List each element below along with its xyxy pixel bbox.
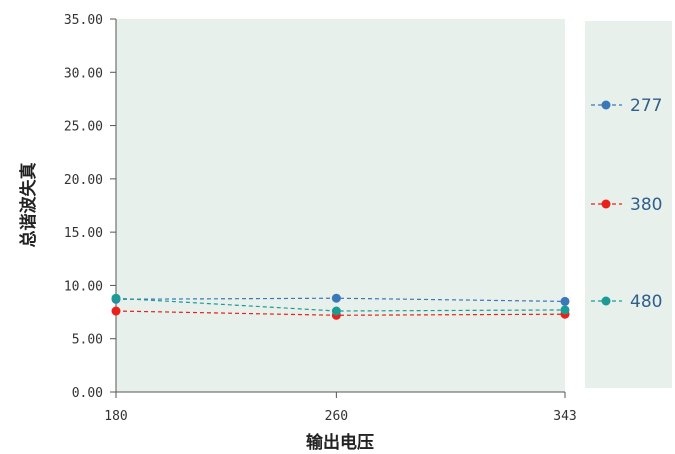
- series-480: [111, 293, 570, 316]
- legend-item-480: 480: [591, 292, 662, 312]
- y-tick-label: 0.00: [72, 386, 103, 401]
- legend-marker: [601, 100, 611, 110]
- y-tick-label: 35.00: [64, 13, 103, 28]
- plot-area: [116, 19, 565, 392]
- legend-marker: [601, 199, 611, 209]
- x-tick-label: 180: [104, 409, 127, 424]
- legend-marker: [601, 296, 611, 306]
- data-point: [560, 305, 570, 315]
- legend-label: 480: [630, 292, 662, 312]
- x-axis-title: 输出电压: [306, 432, 374, 453]
- y-tick-label: 20.00: [64, 173, 103, 188]
- legend-label: 380: [630, 195, 662, 215]
- y-tick-label: 15.00: [64, 226, 103, 241]
- x-tick-label: 260: [325, 409, 348, 424]
- y-tick-label: 5.00: [72, 333, 103, 348]
- y-tick-label: 10.00: [64, 279, 103, 294]
- legend-item-380: 380: [591, 195, 662, 215]
- y-axis-title: 总谐波失真: [18, 163, 39, 248]
- data-point: [331, 306, 341, 316]
- legend-label: 277: [630, 96, 662, 116]
- data-point: [331, 293, 341, 303]
- y-tick-label: 30.00: [64, 66, 103, 81]
- data-point: [111, 293, 121, 303]
- y-tick-label: 25.00: [64, 120, 103, 135]
- data-point: [111, 306, 121, 316]
- x-tick-label: 343: [553, 409, 576, 424]
- data-point: [560, 296, 570, 306]
- legend-item-277: 277: [591, 96, 662, 116]
